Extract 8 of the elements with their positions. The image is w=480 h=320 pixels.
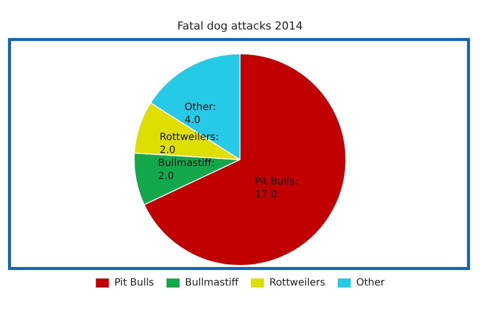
data-label: Pit Bulls: 17.0 — [254, 176, 298, 201]
data-label: Other: 4.0 — [184, 102, 216, 126]
data-label: Bullmastiff: 2.0 — [158, 158, 215, 182]
legend-label: Pit Bulls — [114, 278, 154, 289]
legend-label: Bullmastiff — [185, 278, 240, 289]
legend-label: Rottweilers — [269, 278, 326, 289]
legend-label: Other — [356, 278, 386, 289]
chart-title: Fatal dog attacks 2014 — [177, 19, 303, 32]
